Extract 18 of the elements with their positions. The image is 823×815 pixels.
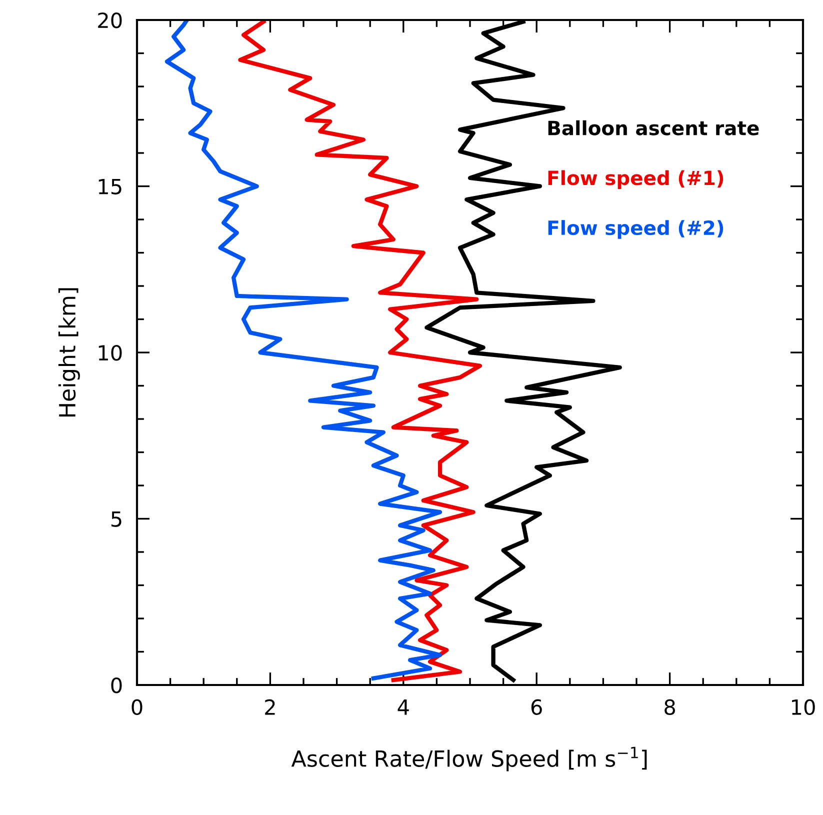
x-tick-label: 8 xyxy=(664,699,675,716)
x-axis-title: Ascent Rate/Flow Speed [m s$^{−1}$] xyxy=(291,746,647,772)
x-tick-label: 2 xyxy=(265,699,275,715)
y-tick-label: 10 xyxy=(98,344,122,361)
x-tick-label: 0 xyxy=(132,699,142,716)
text: Flow speed (#2) xyxy=(548,220,724,239)
text: Flow speed (#1) xyxy=(548,170,724,190)
line-series xyxy=(164,20,442,680)
line-series xyxy=(238,20,482,682)
y-axis-title: Height [km] xyxy=(58,288,80,417)
legend-label: Balloon ascent rate xyxy=(548,120,759,136)
y-tick-label: 0 xyxy=(111,677,122,694)
x-tick-label: 6 xyxy=(531,699,542,716)
y-tick-label: 15 xyxy=(98,178,122,194)
x-tick-label: 10 xyxy=(792,699,815,716)
x-tick-label: 4 xyxy=(398,700,409,715)
y-tick-label: 5 xyxy=(111,511,122,527)
y-tick-label: 20 xyxy=(98,12,122,28)
